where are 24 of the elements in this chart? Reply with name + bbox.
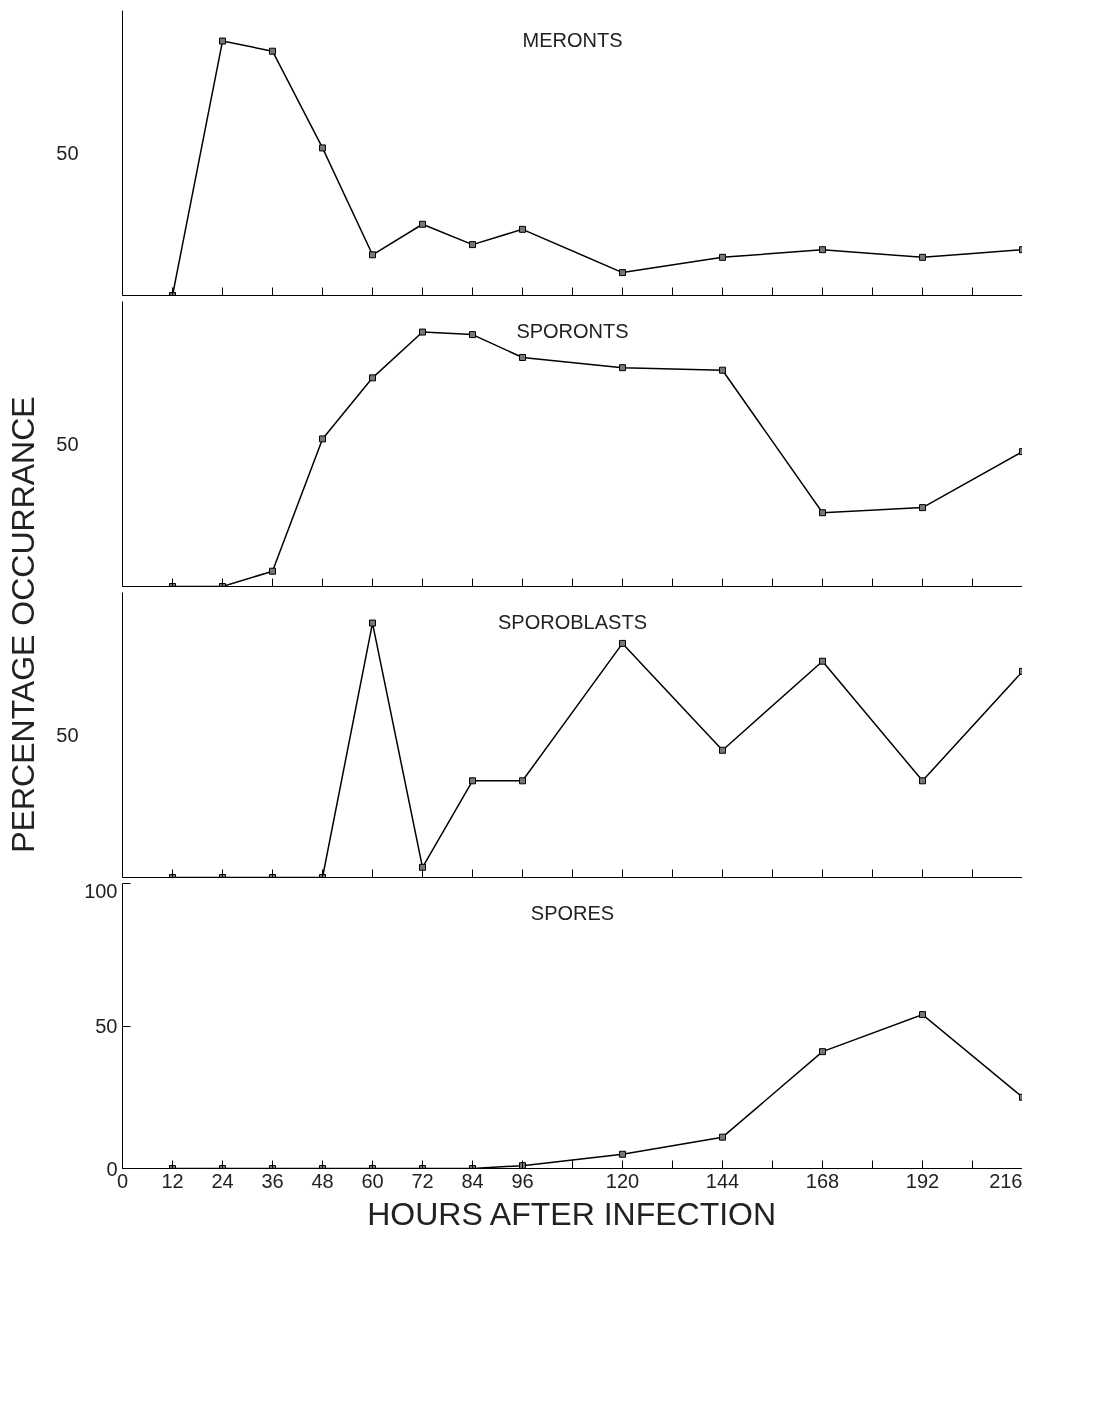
x-tick-label: 84 <box>461 1169 484 1192</box>
x-tick-label: 12 <box>161 1169 184 1192</box>
y-tick-label: 100 <box>84 879 118 902</box>
x-tick-label: 216 <box>989 1169 1023 1192</box>
x-axis-title: HOURS AFTER INFECTION <box>367 1195 777 1232</box>
x-tick-label: 192 <box>905 1169 940 1192</box>
x-tick-label: 24 <box>211 1169 234 1192</box>
x-tick-label: 96 <box>511 1169 534 1192</box>
x-tick-label: 168 <box>805 1169 840 1192</box>
x-tick-label: 36 <box>261 1169 284 1192</box>
chart-title: SPOROBLASTS <box>498 610 647 633</box>
x-tick-label: 48 <box>311 1169 334 1192</box>
x-tick-label: 144 <box>705 1169 740 1192</box>
chart-title: SPORONTS <box>516 319 629 342</box>
x-tick-label: 60 <box>361 1169 384 1192</box>
y-axis-title: PERCENTAGE OCCURRANCE <box>4 396 41 853</box>
text: 50 <box>56 724 79 746</box>
x-tick-label: 72 <box>411 1169 434 1192</box>
y-tick-label: 50 <box>95 1015 118 1037</box>
x-tick-label: 120 <box>605 1169 640 1192</box>
text: SPORES <box>530 901 615 924</box>
text: 50 <box>56 142 79 164</box>
chart-title: MERONTS <box>522 28 623 51</box>
text: 50 <box>56 433 79 455</box>
